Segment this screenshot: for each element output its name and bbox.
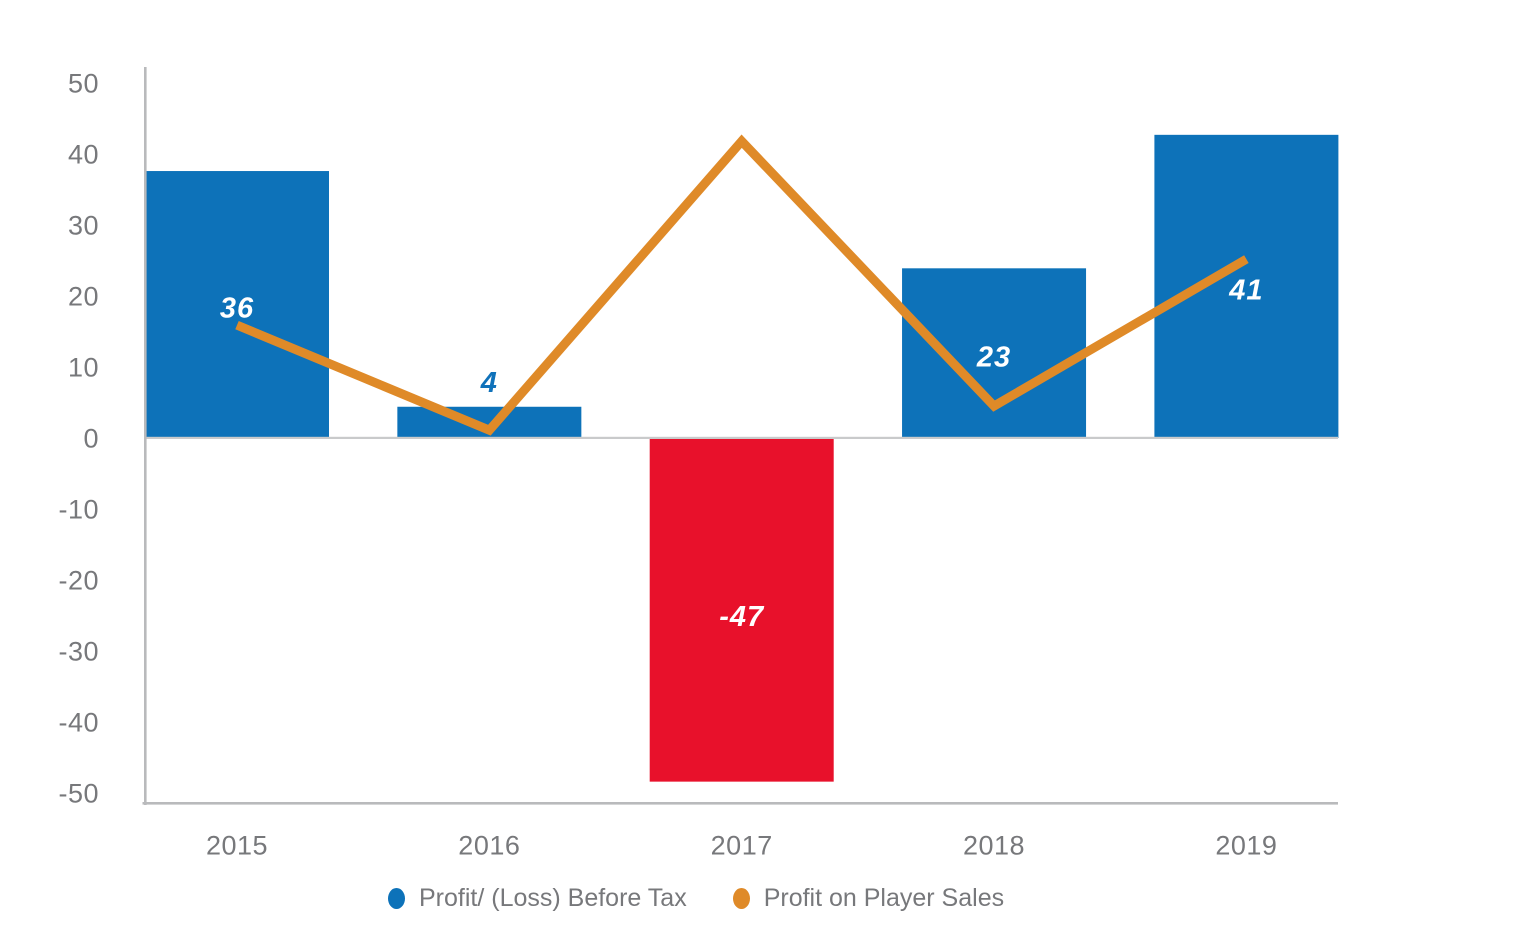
y-axis-line	[144, 67, 147, 805]
x-axis-line	[142, 802, 1338, 805]
y-tick--30: -30	[58, 636, 99, 666]
y-tick-0: 0	[83, 423, 99, 453]
zero-gridline	[145, 436, 1338, 439]
y-tick-20: 20	[68, 281, 99, 311]
legend: Profit/ (Loss) Before Tax Profit on Play…	[388, 884, 1004, 913]
legend-label-profit-before-tax: Profit/ (Loss) Before Tax	[419, 884, 687, 912]
bar-2019	[1154, 134, 1339, 438]
bar-label-2015: 36	[220, 293, 254, 325]
bar-label-2018: 23	[976, 341, 1011, 373]
y-tick--20: -20	[58, 565, 99, 595]
bar-label-2016: 4	[480, 367, 498, 399]
legend-dot-orange-icon	[732, 888, 750, 909]
y-tick--50: -50	[58, 778, 99, 808]
profit-on-player-sales-line	[235, 134, 1249, 436]
legend-item-profit-before-tax: Profit/ (Loss) Before Tax	[388, 884, 687, 913]
legend-item-profit-player-sales: Profit on Player Sales	[732, 884, 1005, 913]
legend-label-profit-player-sales: Profit on Player Sales	[763, 884, 1005, 912]
x-label-2015: 2015	[206, 830, 268, 860]
y-tick-40: 40	[68, 139, 99, 169]
bar-label-2017: -47	[719, 601, 765, 633]
y-tick-10: 10	[68, 352, 99, 382]
y-tick-30: 30	[68, 210, 99, 240]
x-label-2017: 2017	[711, 830, 773, 860]
bar-2015	[145, 171, 329, 439]
y-tick-50: 50	[68, 68, 99, 98]
x-label-2016: 2016	[458, 830, 520, 860]
x-label-2019: 2019	[1215, 830, 1277, 860]
y-tick--40: -40	[58, 707, 99, 737]
x-label-2018: 2018	[963, 830, 1025, 860]
y-tick--10: -10	[58, 494, 99, 524]
legend-dot-blue-icon	[388, 888, 405, 909]
bar-label-2019: 41	[1228, 275, 1263, 307]
bar-2017	[649, 438, 834, 782]
